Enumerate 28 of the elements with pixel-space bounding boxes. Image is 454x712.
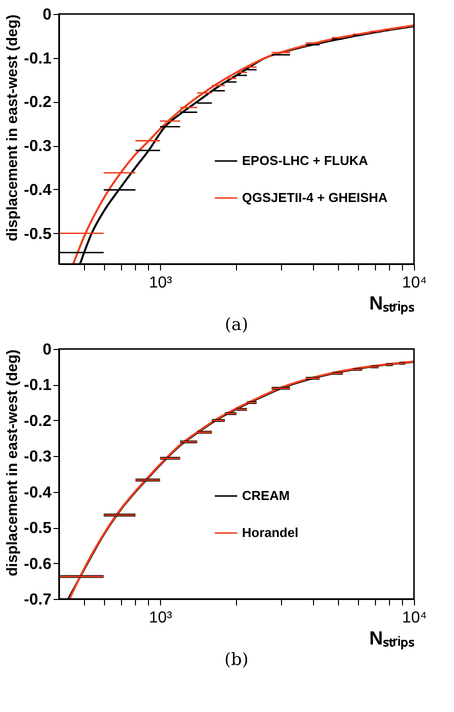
y-tick-label: -0.5 [24, 520, 52, 538]
legend-label: EPOS-LHC + FLUKA [242, 153, 369, 168]
text: (b) [224, 650, 249, 670]
legend-label: QGSJETII-4 + GHEISHA [242, 190, 388, 205]
y-tick-label: -0.4 [24, 182, 52, 199]
text: (a) [224, 315, 248, 335]
x-tick-label: 10⁴ [402, 610, 427, 626]
y-tick-label: -0.4 [24, 484, 52, 502]
y-axis-title: displacement in east-west (deg) [4, 350, 21, 576]
y-tick-label: 0 [42, 6, 52, 24]
x-tick-label: 10⁴ [402, 274, 427, 292]
x-tick-label: 10³ [148, 274, 173, 292]
x-tick-label: 10³ [148, 610, 173, 626]
legend-label: Horandel [242, 525, 298, 540]
y-axis-title: displacement in east-west (deg) [4, 14, 21, 242]
y-tick-label: -0.5 [24, 226, 52, 243]
x-axis-title: Nₛₜᵣᵢₚₛ [369, 294, 414, 314]
y-tick-label: -0.1 [24, 50, 52, 68]
y-tick-label: -0.2 [24, 412, 52, 430]
y-tick-label: -0.7 [24, 592, 52, 608]
y-tick-label: 0 [42, 342, 52, 358]
y-tick-label: -0.2 [24, 94, 52, 112]
x-axis-title: Nₛₜᵣᵢₚₛ [369, 628, 414, 650]
y-tick-label: -0.6 [24, 556, 52, 573]
y-tick-label: -0.3 [24, 448, 52, 466]
y-tick-label: -0.1 [24, 377, 52, 394]
y-tick-label: -0.3 [24, 138, 52, 156]
legend-label: CREAM [242, 488, 290, 503]
